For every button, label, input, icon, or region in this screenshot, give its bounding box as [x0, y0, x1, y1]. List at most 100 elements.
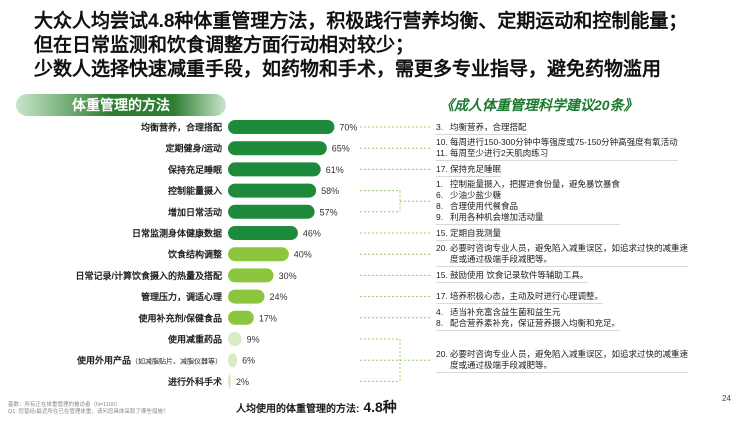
bar-5 — [228, 226, 298, 240]
recommendation-text: 定期自我测量 — [450, 227, 502, 238]
category-label-5: 日常监测身体健康数据 — [132, 228, 222, 239]
value-label-7: 30% — [279, 271, 297, 281]
recommendation-group-4: 15. 定期自我测量 — [436, 227, 502, 242]
recommendation-number: 15. — [436, 269, 448, 280]
value-label-6: 40% — [294, 250, 312, 260]
recommendation-item: 1. 控制能量摄入，把握进食份量，避免暴饮暴食 — [436, 179, 620, 190]
recommendation-item: 20. 必要时咨询专业人员，避免陷入减重误区，如追求过快的减重速 — [436, 243, 688, 254]
recommendation-text: 每周至少进行2天肌肉练习 — [450, 148, 549, 159]
recommendation-text: 培养积极心态，主动及时进行心理调整。 — [450, 291, 604, 302]
value-label-12: 2% — [236, 377, 249, 387]
category-label-0: 均衡营养，合理搭配 — [141, 122, 222, 133]
footer-label: 人均使用的体重管理的方法: — [236, 404, 360, 415]
category-label-11: 使用外用产品（如减脂贴片、减脂仪器等） — [76, 355, 222, 366]
recommendation-text: 鼓励使用 饮食记录软件等辅助工具。 — [450, 269, 589, 280]
value-label-10: 9% — [247, 335, 260, 345]
recommendation-group-3: 1. 控制能量摄入，把握进食份量，避免暴饮暴食 6. 少油少盐少糖 8. 合理使用代餐食品… — [436, 179, 621, 226]
recommendation-number: 4. — [436, 306, 444, 317]
recommendation-group-1: 10. 每周进行150-300分钟中等强度或75-150分钟高强度有氧活动 11. 每… — [436, 137, 678, 162]
recommendation-group-9: 20. 必要时咨询专业人员，避免陷入减重误区，如追求过快的减重速 度或通过极端手段减… — [436, 349, 689, 374]
value-label-8: 24% — [269, 292, 287, 302]
headline-line-1: 大众人均尝试4.8种体重管理方法，积极践行营养均衡、定期运动和控制能量； — [34, 11, 688, 32]
recommendation-number — [436, 254, 450, 265]
source-line-2: Q1: 您曾经/最近所在已在管理体重，请问您具体采取了哪些措施？ — [8, 409, 169, 415]
recommendation-item: 15. 定期自我测量 — [436, 227, 502, 241]
value-label-1: 65% — [332, 144, 350, 154]
recommendation-number: 3. — [436, 121, 444, 132]
recommendation-number: 17. — [436, 163, 448, 174]
category-label-6: 饮食结构调整 — [167, 249, 222, 260]
recommendation-number: 17. — [436, 291, 448, 302]
bar-0 — [228, 120, 335, 134]
value-label-3: 58% — [321, 186, 339, 196]
recommendation-item: 17. 培养积极心态，主动及时进行心理调整。 — [436, 291, 604, 305]
value-label-0: 70% — [339, 123, 357, 133]
category-label-2: 保持充足睡眠 — [167, 164, 222, 175]
category-label-7: 日常记录/计算饮食摄入的热量及搭配 — [75, 270, 222, 281]
left-title-pill: 体重管理的方法 — [16, 94, 226, 116]
recommendation-number — [436, 360, 450, 371]
recommendation-number: 8. — [436, 201, 444, 212]
recommendation-item: 8. 合理使用代餐食品 — [436, 201, 620, 212]
recommendation-text: 均衡营养，合理搭配 — [450, 121, 527, 132]
recommendation-number: 10. — [436, 137, 448, 148]
recommendation-group-2: 17. 保持充足睡眠 — [436, 163, 502, 178]
category-label-4: 增加日常活动 — [168, 206, 222, 217]
recommendation-text: 少油少盐少糖 — [450, 190, 502, 201]
bar-6 — [228, 247, 289, 262]
recommendation-item: 度或通过极端手段减肥等。 — [436, 254, 689, 268]
bar-11 — [228, 353, 238, 368]
recommendation-group-0: 3. 均衡营养，合理搭配 — [436, 122, 527, 136]
recommendation-item: 10. 每周进行150-300分钟中等强度或75-150分钟高强度有氧活动 — [436, 137, 678, 148]
recommendation-number: 20. — [436, 243, 448, 254]
recommendation-text: 必要时咨询专业人员，避免陷入减重误区，如追求过快的减重速 — [450, 243, 689, 254]
right-title: 《成人体重管理科学建议20条》 — [440, 97, 638, 113]
bar-2 — [228, 162, 321, 177]
recommendation-group-5: 20. 必要时咨询专业人员，避免陷入减重误区，如追求过快的减重速 度或通过极端手段减… — [436, 243, 689, 268]
recommendation-item: 11. 每周至少进行2天肌肉练习 — [436, 148, 678, 162]
recommendation-number: 15. — [436, 227, 448, 238]
recommendation-number: 20. — [436, 349, 448, 360]
recommendation-text: 利用各种机会增加活动量 — [450, 212, 544, 223]
category-label-9: 使用补充剂/保健食品 — [137, 312, 222, 323]
bar-10 — [228, 332, 242, 346]
source-note: 基数：所有正在体重管理的被访者（N=1100） Q1: 您曾经/最近所在已在管理… — [8, 402, 218, 416]
recommendation-item: 度或通过极端手段减肥等。 — [436, 360, 689, 374]
recommendation-group-7: 17. 培养积极心态，主动及时进行心理调整。 — [436, 291, 604, 305]
bar-12 — [228, 374, 232, 389]
bar-7 — [228, 268, 274, 283]
recommendation-text: 每周进行150-300分钟中等强度或75-150分钟高强度有氧活动 — [450, 137, 678, 148]
recommendation-item: 6. 少油少盐少糖 — [436, 190, 620, 201]
headline: 大众人均尝试4.8种体重管理方法，积极践行营养均衡、定期运动和控制能量； 但在日… — [34, 10, 724, 82]
recommendation-text: 配合营养素补充，保证营养摄入均衡和充足。 — [450, 317, 621, 328]
recommendation-item: 4. 适当补充富含益生菌和益生元 — [436, 307, 620, 318]
value-label-2: 61% — [326, 165, 344, 175]
category-label-12: 进行外科手术 — [168, 376, 222, 387]
recommendation-item: 8. 配合营养素补充，保证营养摄入均衡和充足。 — [436, 317, 621, 331]
recommendation-text: 必要时咨询专业人员，避免陷入减重误区，如追求过快的减重速 — [450, 349, 689, 360]
bar-8 — [228, 289, 265, 304]
category-label-8: 管理压力，调适心理 — [141, 291, 222, 302]
value-label-9: 17% — [259, 313, 277, 323]
footer-value: 4.8种 — [363, 399, 397, 415]
recommendation-item: 20. 必要时咨询专业人员，避免陷入减重误区，如追求过快的减重速 — [436, 349, 688, 360]
value-label-4: 57% — [320, 207, 338, 217]
source-line-1: 基数：所有正在体重管理的被访者（N=1100） — [8, 402, 121, 408]
recommendation-group-6: 15. 鼓励使用 饮食记录软件等辅助工具。 — [436, 269, 589, 284]
bar-1 — [228, 141, 327, 156]
recommendation-number: 11. — [436, 148, 448, 159]
bar-9 — [228, 310, 254, 325]
recommendation-text: 度或通过极端手段减肥等。 — [450, 254, 553, 265]
recommendation-group-8: 4. 适当补充富含益生菌和益生元 8. 配合营养素补充，保证营养摄入均衡和充足。 — [436, 307, 621, 332]
recommendation-text: 控制能量摄入，把握进食份量，避免暴饮暴食 — [450, 179, 621, 190]
recommendation-text: 适当补充富含益生菌和益生元 — [450, 306, 561, 317]
category-label-3: 控制能量摄入 — [168, 185, 222, 196]
recommendation-number: 1. — [436, 179, 444, 190]
headline-line-3: 少数人选择快速减重手段，如药物和手术，需更多专业指导，避免药物滥用 — [34, 59, 662, 80]
recommendation-item: 3. 均衡营养，合理搭配 — [436, 122, 527, 135]
category-label-1: 定期健身/运动 — [164, 143, 222, 154]
recommendation-number: 8. — [436, 317, 444, 328]
value-label-5: 46% — [303, 229, 321, 239]
recommendation-text: 度或通过极端手段减肥等。 — [450, 360, 553, 371]
